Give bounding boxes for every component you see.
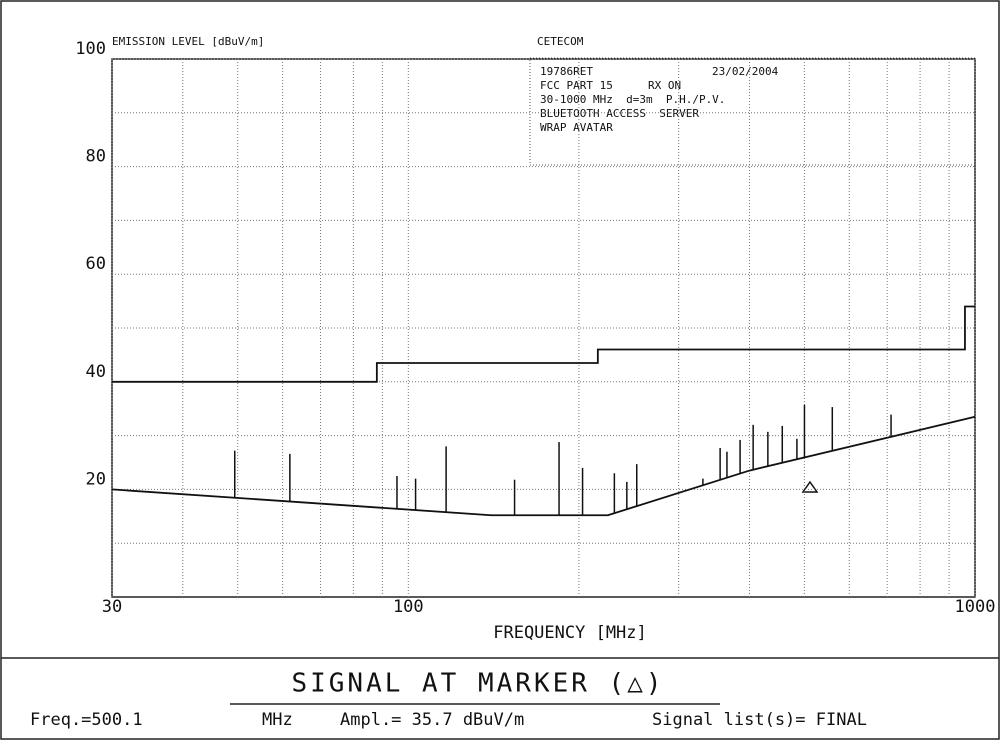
annotation: 30-1000 MHz d=3m P.H./P.V. — [540, 93, 725, 106]
signal-list: Signal list(s)= FINAL — [652, 710, 867, 730]
marker-unit: MHz — [262, 710, 293, 730]
marker-freq: Freq.=500.1 — [30, 710, 143, 730]
annotation: FCC PART 15 — [540, 79, 613, 92]
x-tick-label: 100 — [393, 597, 424, 617]
y-tick-label: 60 — [86, 254, 106, 274]
series-line — [111, 415, 976, 517]
y-tick-label: 80 — [86, 147, 106, 167]
panel-title: SIGNAL AT MARKER (△) — [291, 669, 664, 699]
y-tick-label: 40 — [86, 362, 106, 382]
annotation: BLUETOOTH ACCESS SERVER — [540, 107, 699, 120]
x-axis-label: FREQUENCY [MHz] — [493, 623, 647, 643]
x-tick-label: 30 — [102, 597, 122, 617]
annotation: 23/02/2004 — [712, 65, 779, 78]
marker-triangle — [801, 480, 819, 493]
y-tick-label: 20 — [86, 469, 106, 489]
x-tick-label: 1000 — [955, 597, 996, 617]
annotation: RX ON — [648, 79, 681, 92]
chart-title: CETECOM — [537, 35, 584, 48]
series-line — [112, 305, 975, 383]
y-tick-label: 100 — [75, 39, 106, 59]
marker-ampl: Ampl.= 35.7 dBuV/m — [340, 710, 524, 730]
y-axis-label: EMISSION LEVEL [dBuV/m] — [112, 35, 264, 48]
annotation: WRAP AVATAR — [540, 121, 613, 134]
annotation: 19786RET — [540, 65, 593, 78]
